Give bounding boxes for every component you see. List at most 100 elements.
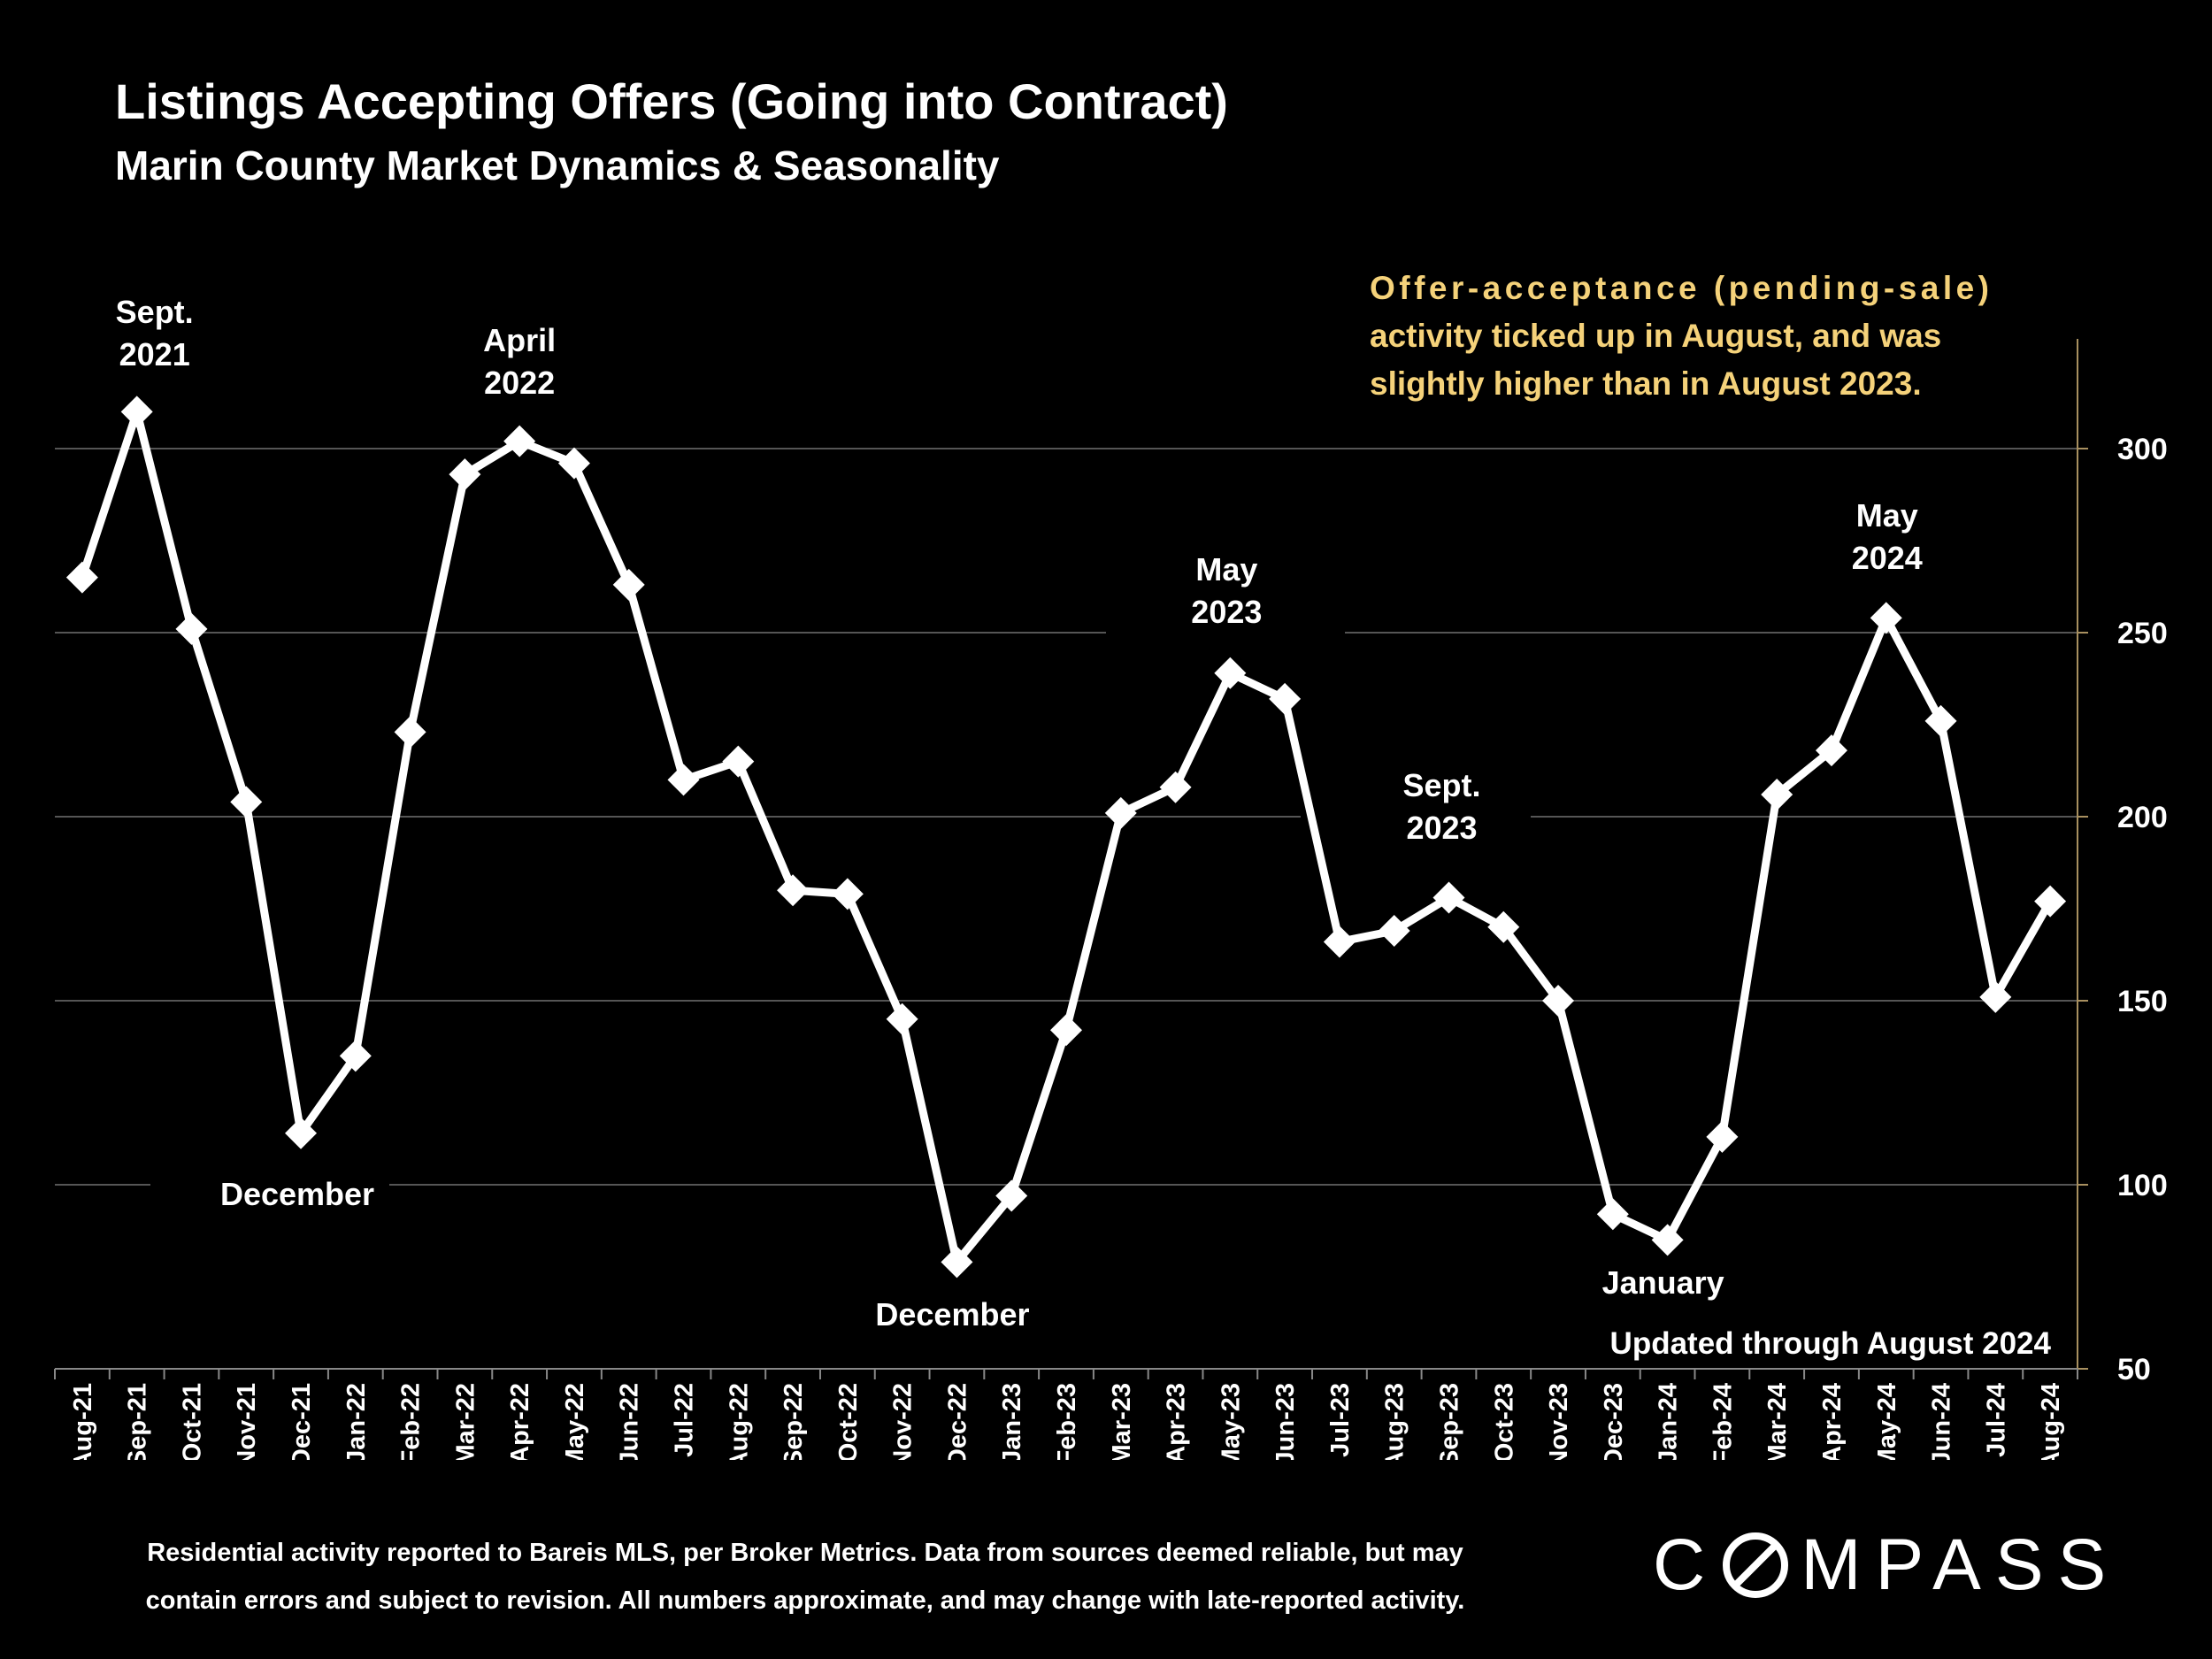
footer-line-1: Residential activity reported to Bareis … xyxy=(147,1539,1463,1567)
series-path xyxy=(78,407,2055,1266)
data-point-Jul-22 xyxy=(667,764,700,796)
y-tick-label-200: 200 xyxy=(2117,801,2168,834)
data-point-May-22 xyxy=(557,447,590,480)
data-point-Oct-22 xyxy=(831,878,864,910)
annotation-Jan-24: January xyxy=(1602,1264,1724,1301)
x-tick-label-Oct-23: Oct-23 xyxy=(1490,1383,1518,1460)
data-point-Apr-23 xyxy=(1159,771,1192,803)
line-chart: 300 250 200 150 100 50 Aug-21 Sep-21 Oct-21 Nov-… xyxy=(54,270,2168,1460)
data-point-Apr-22 xyxy=(503,425,536,457)
data-point-Mar-22 xyxy=(449,458,481,491)
data-point-Nov-22 xyxy=(886,1002,918,1035)
annotation-Dec-21: December xyxy=(220,1176,374,1212)
x-tick-label-May-23: May-23 xyxy=(1217,1383,1245,1460)
x-tick-label-Dec-23: Dec-23 xyxy=(1600,1383,1628,1460)
data-point-Dec-23 xyxy=(1596,1198,1629,1231)
y-tick-label-150: 150 xyxy=(2117,985,2168,1018)
x-tick-label-Apr-23: Apr-23 xyxy=(1163,1383,1191,1460)
annotation-Sep-23: Sept. 2023 xyxy=(1402,767,1480,846)
x-tick-label-Nov-22: Nov-22 xyxy=(889,1383,918,1460)
data-point-Aug-23 xyxy=(1378,914,1410,947)
x-tick-label-Jan-24: Jan-24 xyxy=(1655,1383,1683,1460)
data-point-Jan-24 xyxy=(1651,1224,1684,1256)
chart-title: Listings Accepting Offers (Going into Co… xyxy=(115,73,1228,129)
logo-text-start: C xyxy=(1653,1525,1720,1605)
x-axis: Aug-21 Sep-21 Oct-21 Nov-21 Dec-21 Jan-22 Feb-… xyxy=(54,1368,2078,1460)
series-line xyxy=(78,407,2055,1266)
x-tick-label-May-22: May-22 xyxy=(561,1383,589,1460)
data-point-Nov-21 xyxy=(230,786,263,818)
data-point-Sep-22 xyxy=(777,874,810,907)
x-tick-label-Feb-22: Feb-22 xyxy=(397,1383,426,1460)
logo-text-end: MPASS xyxy=(1801,1525,2121,1605)
x-tick-label-Aug-21: Aug-21 xyxy=(69,1383,97,1460)
data-point-Sep-21 xyxy=(120,396,153,428)
data-point-Jul-23 xyxy=(1323,926,1356,958)
x-tick-label-Dec-21: Dec-21 xyxy=(288,1383,316,1460)
x-tick-label-Sep-21: Sep-21 xyxy=(124,1383,152,1460)
x-tick-label-Mar-24: Mar-24 xyxy=(1763,1383,1792,1460)
x-tick-label-Sep-23: Sep-23 xyxy=(1435,1383,1463,1460)
y-tick-label-300: 300 xyxy=(2117,433,2168,466)
compass-logo: C MPASS xyxy=(1653,1524,2124,1607)
x-tick-label-Jun-24: Jun-24 xyxy=(1928,1383,1956,1460)
x-tick-label-Feb-23: Feb-23 xyxy=(1053,1383,1081,1460)
x-tick-label-Apr-22: Apr-22 xyxy=(506,1383,534,1460)
y-tick-label-250: 250 xyxy=(2117,617,2168,650)
data-point-Mar-24 xyxy=(1761,779,1793,811)
data-point-Feb-24 xyxy=(1706,1120,1739,1153)
x-tick-label-Aug-22: Aug-22 xyxy=(725,1383,753,1460)
x-tick-label-Feb-24: Feb-24 xyxy=(1709,1383,1737,1460)
logo-o-mark xyxy=(1723,1532,1789,1598)
x-tick-label-Aug-23: Aug-23 xyxy=(1381,1383,1409,1460)
right-y-axis: 300 250 200 150 100 50 xyxy=(2077,339,2168,1386)
data-point-Mar-23 xyxy=(1104,796,1137,829)
x-tick-label-Oct-21: Oct-21 xyxy=(178,1383,206,1460)
x-tick-label-Apr-24: Apr-24 xyxy=(1818,1383,1847,1460)
data-point-Aug-22 xyxy=(722,745,755,778)
data-point-Feb-22 xyxy=(394,716,426,749)
x-tick-label-Oct-22: Oct-22 xyxy=(834,1383,863,1460)
chart-annotations: Sept. 2021 April 2022 May 2023 Sept. 2023 May 202… xyxy=(116,294,1923,1333)
data-point-Sep-23 xyxy=(1432,881,1465,914)
data-point-Oct-21 xyxy=(175,612,208,645)
x-tick-label-Jul-24: Jul-24 xyxy=(1982,1383,2010,1457)
annotation-May-23: May 2023 xyxy=(1191,551,1262,630)
x-tick-label-Jun-23: Jun-23 xyxy=(1271,1383,1300,1460)
x-tick-label-Jun-22: Jun-22 xyxy=(616,1383,644,1460)
data-point-Aug-21 xyxy=(65,561,98,594)
data-point-Jun-24 xyxy=(1924,704,1957,737)
data-point-Aug-24 xyxy=(2034,885,2067,918)
annotation-Apr-22: April 2022 xyxy=(483,322,556,401)
annotation-Sep-21: Sept. 2021 xyxy=(116,294,194,373)
y-tick-label-100: 100 xyxy=(2117,1169,2168,1202)
x-tick-label-Mar-22: Mar-22 xyxy=(451,1383,480,1460)
data-point-Apr-24 xyxy=(1815,734,1847,767)
x-tick-label-Sep-22: Sep-22 xyxy=(780,1383,808,1460)
data-point-Jan-23 xyxy=(995,1179,1028,1212)
x-tick-label-May-24: May-24 xyxy=(1873,1383,1901,1460)
x-tick-label-Nov-23: Nov-23 xyxy=(1545,1383,1573,1460)
footer-note: Residential activity reported to Bareis … xyxy=(133,1529,1478,1624)
x-tick-label-Jul-23: Jul-23 xyxy=(1326,1383,1355,1457)
annotation-Dec-22: December xyxy=(875,1296,1029,1333)
callout-paragraph: Offer-acceptance (pending-sale) activity … xyxy=(1370,270,1989,402)
data-point-Jun-23 xyxy=(1269,682,1302,715)
data-point-Feb-23 xyxy=(1050,1014,1082,1047)
x-tick-label-Jul-22: Jul-22 xyxy=(671,1383,699,1457)
data-point-Jan-22 xyxy=(339,1040,372,1072)
callout-text: Offer-acceptance (pending-sale) activity … xyxy=(1370,270,1989,402)
x-tick-label-Jan-23: Jan-23 xyxy=(998,1383,1026,1460)
data-point-Nov-23 xyxy=(1542,985,1575,1017)
x-tick-label-Aug-24: Aug-24 xyxy=(2037,1383,2065,1460)
series-points xyxy=(65,396,2067,1279)
data-point-Dec-22 xyxy=(941,1246,973,1279)
data-point-Dec-21 xyxy=(285,1117,318,1149)
data-point-Oct-23 xyxy=(1487,910,1520,943)
footer-line-2: contain errors and subject to revision. … xyxy=(145,1586,1465,1615)
y-tick-label-50: 50 xyxy=(2117,1353,2151,1386)
x-tick-label-Mar-23: Mar-23 xyxy=(1108,1383,1136,1460)
chart-subtitle: Marin County Market Dynamics & Seasonali… xyxy=(115,142,1000,188)
annotation-May-24: May 2024 xyxy=(1852,497,1923,576)
x-tick-label-Nov-21: Nov-21 xyxy=(233,1383,261,1460)
